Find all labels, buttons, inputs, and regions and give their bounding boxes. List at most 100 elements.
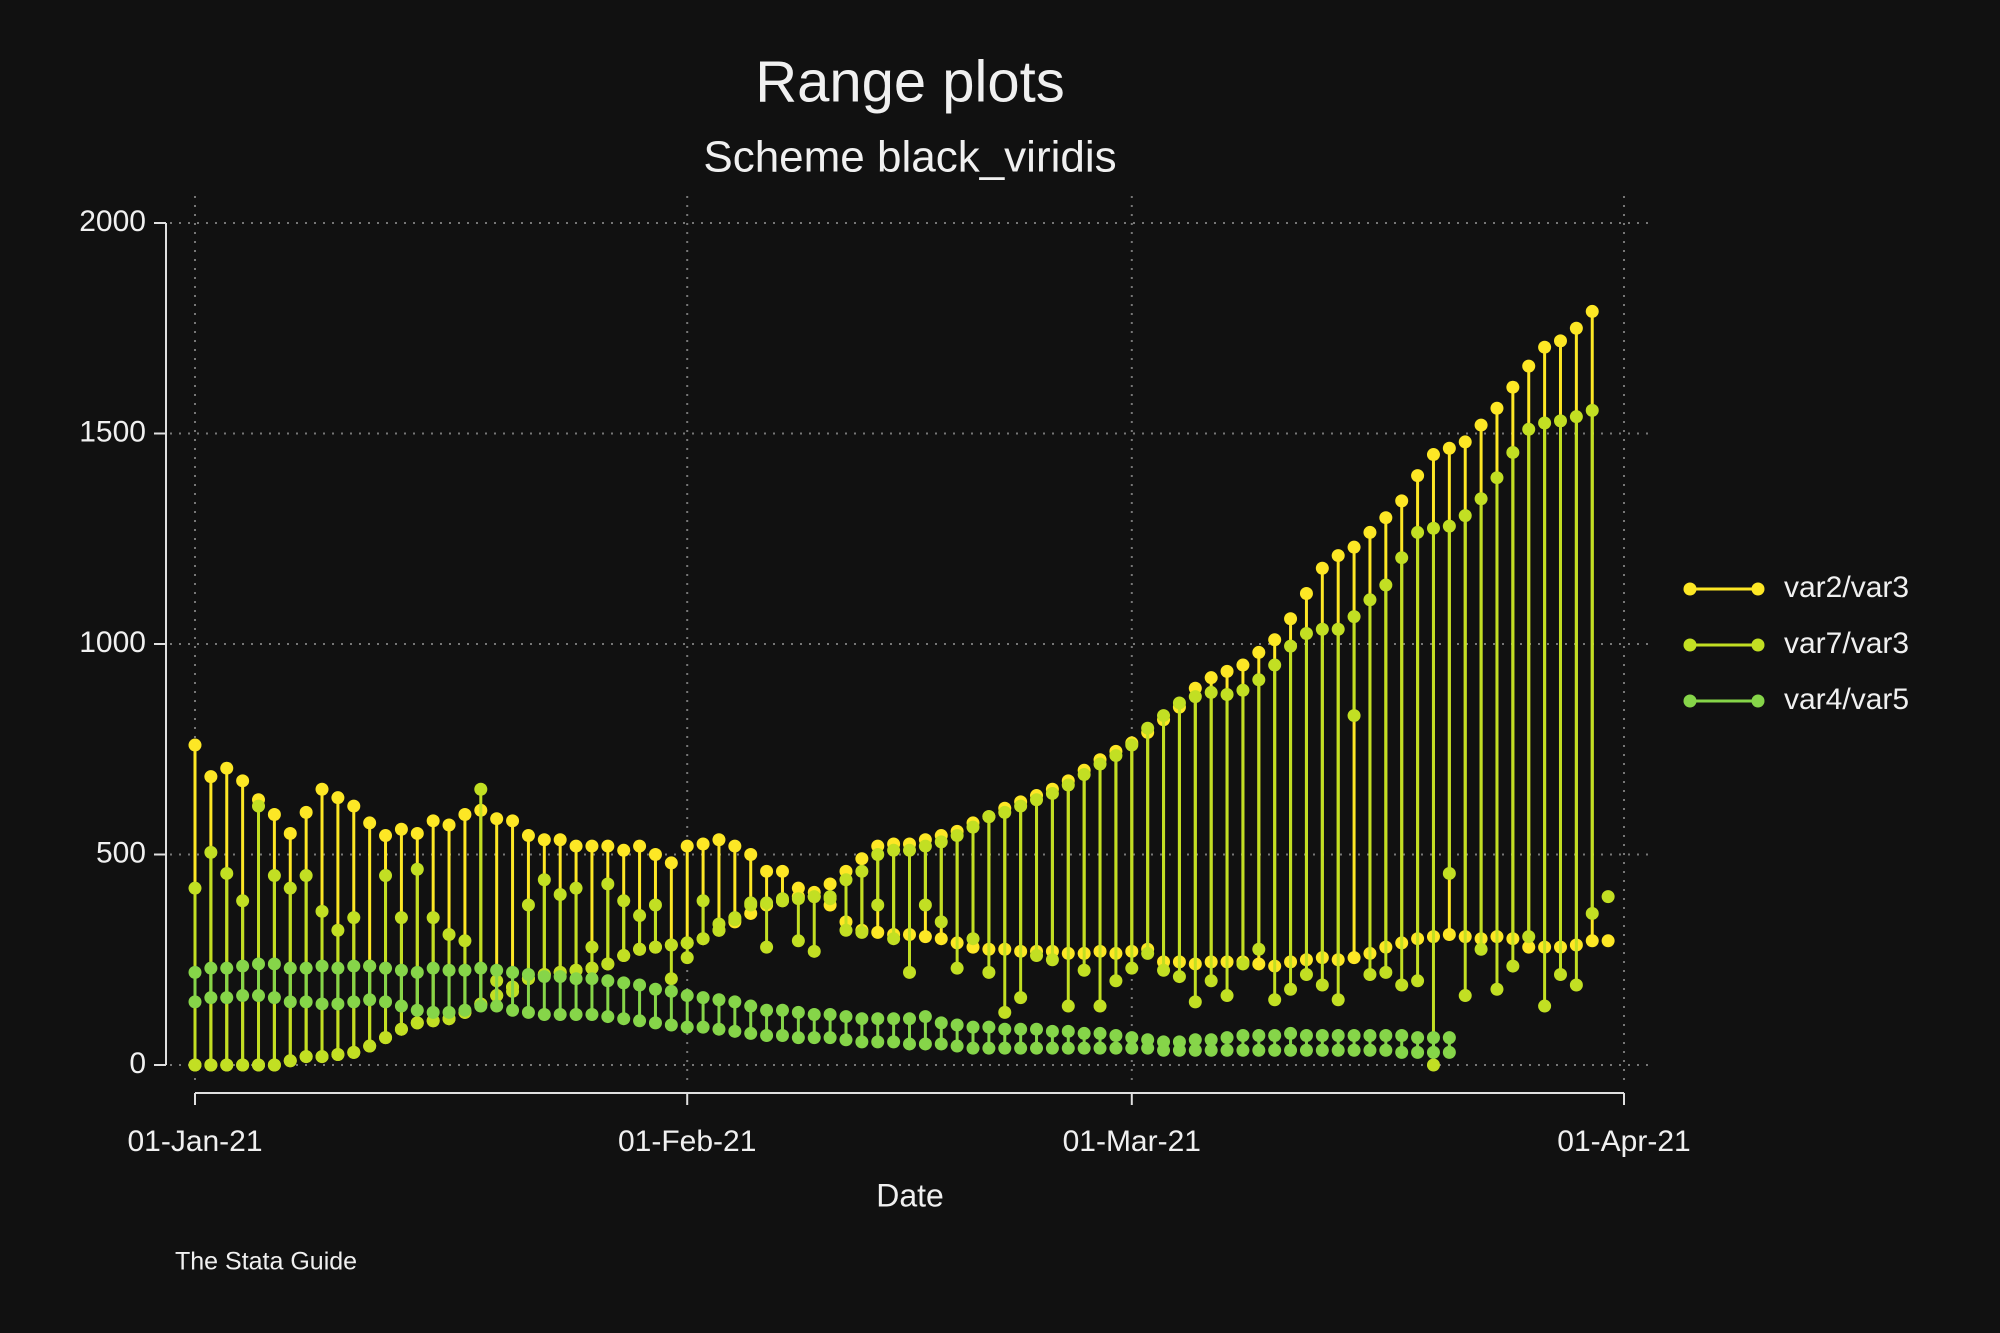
range-end [633,909,647,923]
range-end [490,999,504,1013]
range-end [394,963,408,977]
range-end [744,999,758,1013]
range-end [1045,1041,1059,1055]
range-end [1061,1024,1075,1038]
range-end [839,923,853,937]
range-end [1315,561,1329,575]
y-tick-label: 500 [96,836,146,869]
range-end [1299,586,1313,600]
range-end [569,1007,583,1021]
range-end [474,999,488,1013]
range-end [299,1050,313,1064]
range-end [474,961,488,975]
range-end [1299,967,1313,981]
range-end [1411,1031,1425,1045]
range-end [252,799,266,813]
range-end [1379,578,1393,592]
range-end [1284,1026,1298,1040]
range-end [506,965,520,979]
range-end [1220,1043,1234,1057]
range-end [807,890,821,904]
range-end [1363,967,1377,981]
range-end [982,965,996,979]
range-end [204,1058,218,1072]
range-end [1188,995,1202,1009]
range-end [1585,934,1599,948]
range-end [855,1035,869,1049]
range-end [1363,525,1377,539]
range-end [1474,492,1488,506]
range-end [1474,418,1488,432]
range-end [1014,1041,1028,1055]
range-end [760,1003,774,1017]
range-end [1268,1029,1282,1043]
range-end [950,1018,964,1032]
range-end [648,1016,662,1030]
legend-marker [1751,694,1765,708]
range-end [966,932,980,946]
range-end [1077,1026,1091,1040]
range-end [1553,414,1567,428]
range-end [1506,380,1520,394]
range-end [347,995,361,1009]
range-end [775,864,789,878]
range-end [569,972,583,986]
range-end [299,805,313,819]
range-end [601,877,615,891]
range-end [1363,593,1377,607]
range-end [918,1037,932,1051]
range-end [236,989,250,1003]
range-end [236,959,250,973]
x-tick-label: 01-Feb-21 [618,1125,756,1158]
range-end [871,1012,885,1026]
legend-marker [1683,582,1697,596]
range-end [1442,866,1456,880]
y-tick-label: 0 [129,1047,146,1080]
range-end [744,848,758,861]
range-end [791,1031,805,1045]
range-end [1347,540,1361,554]
y-tick-label: 1000 [79,626,146,659]
range-end [1411,525,1425,539]
range-end [1141,721,1155,735]
range-end [1411,469,1425,483]
range-end [1299,626,1313,640]
range-end [283,995,297,1009]
range-end [1157,963,1171,977]
range-end [1315,1043,1329,1057]
range-end [379,961,393,975]
range-end [267,991,281,1005]
range-end [1442,1045,1456,1059]
legend-marker [1751,582,1765,596]
range-end [664,972,678,986]
range-end [1474,942,1488,956]
range-end [1299,1029,1313,1043]
range-end [1538,999,1552,1013]
range-end [188,965,202,979]
range-end [871,925,885,939]
range-end [188,881,202,895]
range-end [1522,359,1536,373]
range-end [1395,551,1409,565]
range-end [553,833,567,847]
range-end [696,991,710,1005]
range-end [934,1037,948,1051]
range-end [506,1003,520,1017]
range-end [1331,993,1345,1007]
range-end [1125,1031,1139,1045]
legend-label: var4/var5 [1784,683,1909,716]
x-tick-label: 01-Mar-21 [1063,1125,1201,1158]
range-end [220,1058,234,1072]
range-end [664,856,678,870]
range-end [855,864,869,878]
range-end [617,894,631,908]
range-end [506,814,520,828]
range-end [1172,970,1186,984]
range-end [442,963,456,977]
range-end [1569,321,1583,335]
range-end [1252,957,1266,971]
range-end [299,961,313,975]
x-tick-label: 01-Apr-21 [1557,1125,1690,1158]
range-end [601,1010,615,1024]
range-end [1014,991,1028,1005]
